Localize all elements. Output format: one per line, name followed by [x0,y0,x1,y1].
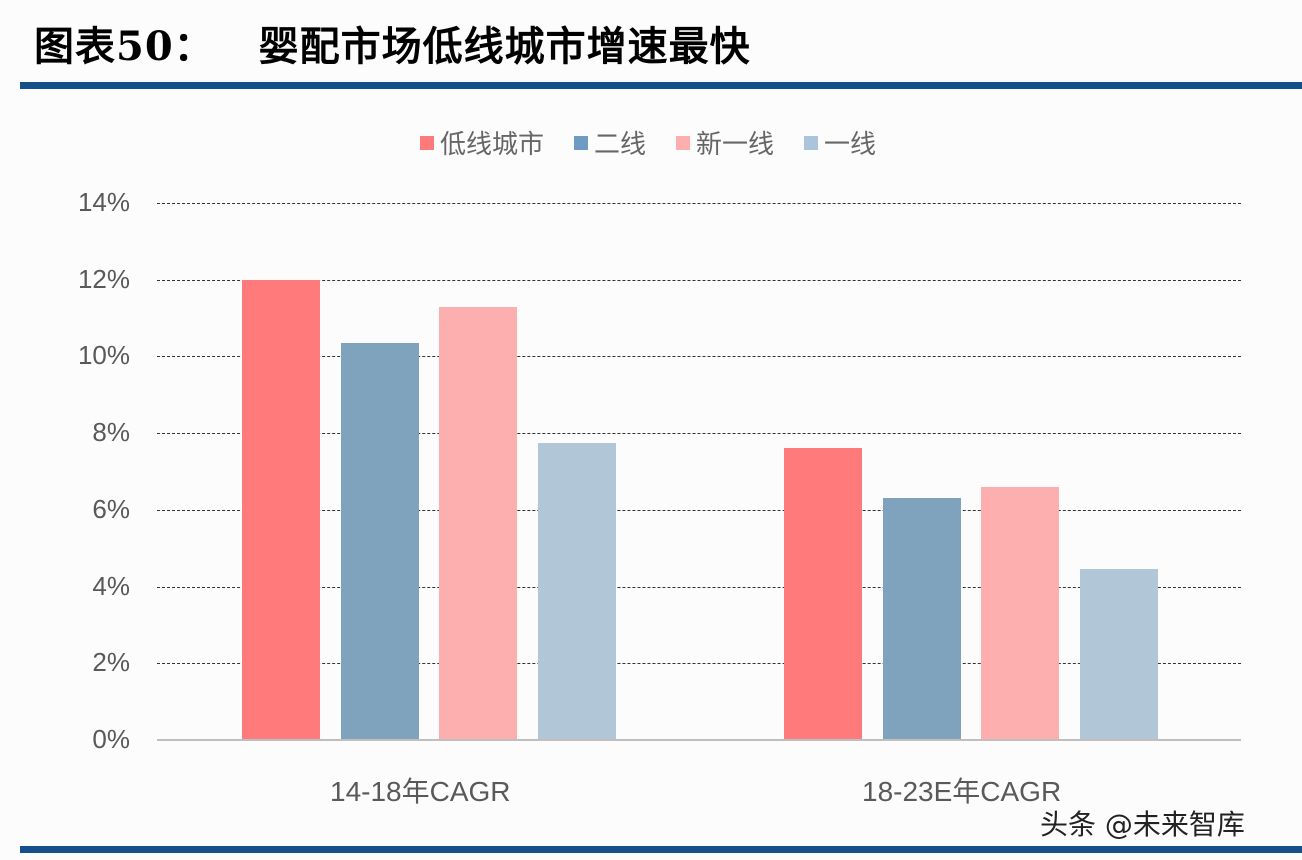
gridline [157,203,1241,204]
legend-label: 新一线 [696,130,775,160]
legend-swatch [804,135,819,150]
y-tick-label: 2% [92,647,130,678]
gridline [157,433,1241,435]
bar [981,486,1059,740]
y-tick-label: 0% [92,724,130,754]
y-tick-label: 6% [92,493,130,524]
legend-item-low-tier: 低线城市 [420,124,544,161]
bar [1079,569,1158,740]
bar [882,498,961,740]
y-tick-label: 12% [77,263,130,294]
legend-swatch [574,135,589,150]
x-label-18-23e: 18-23E年CAGR [862,776,1062,807]
y-tick-label: 14% [77,187,130,217]
page-title: 图表50： 婴配市场低线城市增速最快 [34,14,751,72]
y-tick-label: 8% [92,417,130,448]
legend-swatch [676,135,691,150]
watermark: 头条 @未来智库 [1040,808,1245,841]
y-tick-label: 10% [77,340,130,371]
legend-label: 二线 [594,130,647,160]
legend-swatch [420,135,434,150]
top-divider [20,82,1302,89]
gridline [157,356,1241,358]
bar [340,343,419,740]
legend-item-tier2: 二线 [574,124,646,161]
y-tick-label: 4% [92,570,130,601]
gridline [157,279,1241,281]
bar [784,448,862,740]
gridline [157,509,1241,511]
x-axis-line [157,739,1241,741]
x-label-14-18: 14-18年CAGR [330,776,511,807]
legend-item-tier1: 一线 [804,124,876,161]
legend-label: 低线城市 [440,130,545,160]
legend-label: 一线 [824,130,877,160]
chart-title: 婴配市场低线城市增速最快 [258,24,751,70]
bar [537,442,616,740]
bottom-divider [20,846,1302,853]
legend-item-new-tier1: 新一线 [676,124,774,161]
bar [439,306,517,740]
gridline [157,663,1241,665]
chart-legend: 低线城市 二线 新一线 一线 [420,124,876,161]
bar [242,279,320,740]
figure-label: 图表50： [34,23,215,70]
gridline [157,586,1241,588]
